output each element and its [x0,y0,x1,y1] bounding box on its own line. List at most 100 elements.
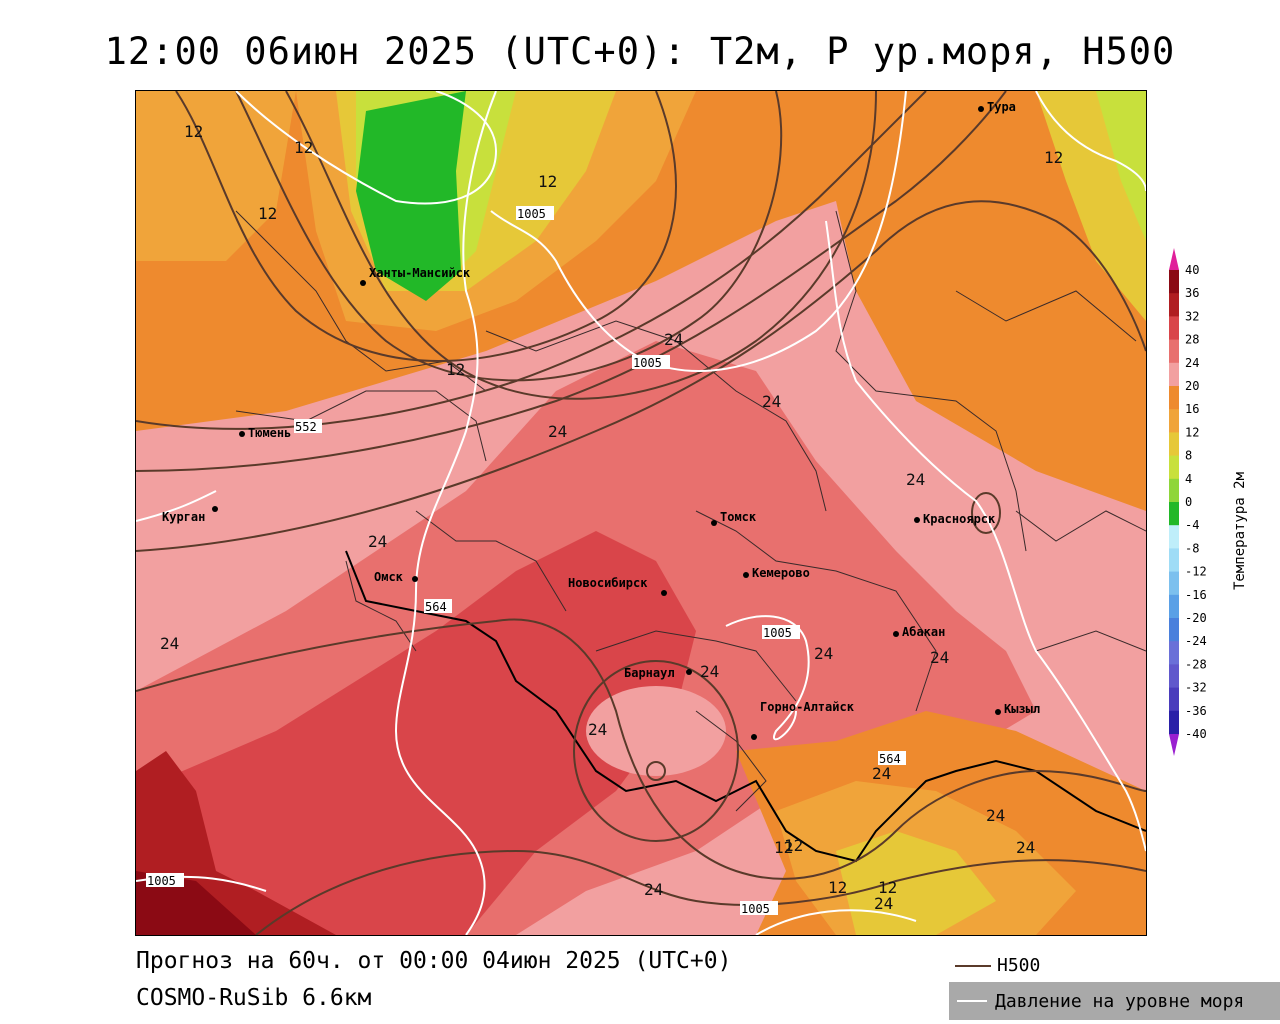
h500-label: 564 [425,600,447,614]
colorbar-tick-label: 32 [1185,309,1199,323]
isobars [136,91,1146,935]
legend-h500-label: H500 [997,955,1041,976]
city-dot [743,572,749,578]
temperature-label: 12 [258,204,277,223]
temperature-label: 24 [644,880,663,899]
colorbar-segment [1169,478,1179,503]
isobar-label: 1005 [763,626,792,640]
temperature-label: 24 [906,470,925,489]
city-label: Томск [720,510,757,524]
temperature-label: 12 [784,836,803,855]
city-dot [686,669,692,675]
temperature-label: 24 [1016,838,1035,857]
forecast-info: Прогноз на 60ч. от 00:00 04июн 2025 (UTC… [136,948,732,974]
city-dot [751,734,757,740]
temperature-labels: 12 12 12 12 12 12 12 24 24 24 24 24 24 2… [160,122,1063,913]
city-label: Тюмень [248,426,291,440]
city-label: Тура [987,100,1016,114]
model-info: COSMO-RuSib 6.6км [136,985,372,1011]
colorbar-tick-label: 4 [1185,472,1192,486]
city-label: Ханты-Мансийск [369,266,471,280]
temperature-label: 24 [700,662,719,681]
h500-line-swatch [955,964,991,967]
temperature-label: 24 [872,764,891,783]
city-label: Курган [162,510,205,524]
colorbar-segment [1169,687,1179,712]
colorbar-segment [1169,270,1179,294]
colorbar-tick-label: -16 [1185,588,1207,602]
forecast-map: 12 12 12 12 12 12 12 24 24 24 24 24 24 2… [135,90,1147,936]
city-label: Барнаул [624,666,675,680]
country-border [345,550,1146,863]
temperature-label: 24 [368,532,387,551]
colorbar-tick-label: 28 [1185,333,1199,347]
colorbar-top-arrow [1169,248,1179,270]
isobar-labels: 1005 1005 1005 1005 1005 [146,206,800,916]
colorbar-tick-label: -28 [1185,657,1207,671]
colorbar-tick-label: -32 [1185,681,1207,695]
colorbar-segment [1169,548,1179,573]
colorbar-segment [1169,455,1179,480]
colorbar-tick-label: 0 [1185,495,1192,509]
city-label: Омск [374,570,404,584]
city-label: Абакан [902,625,945,639]
city-label: Новосибирск [568,576,648,590]
colorbar-tick-label: -20 [1185,611,1207,625]
city-dot [978,106,984,112]
colorbar-segment [1169,502,1179,526]
h500-labels: 552 564 564 [294,419,906,766]
colorbar-segment [1169,594,1179,619]
isobar-label: 1005 [517,207,546,221]
colorbar-segment [1169,641,1179,665]
city-dot [995,709,1001,715]
colorbar-tick-label: -4 [1185,518,1199,532]
temperature-label: 24 [548,422,567,441]
isobar-label: 1005 [147,874,176,888]
colorbar-segment [1169,618,1179,642]
city-label: Горно-Алтайск [760,700,855,714]
temperature-label: 12 [828,878,847,897]
colorbar-tick-label: 36 [1185,286,1199,300]
colorbar-tick-label: -36 [1185,704,1207,718]
colorbar-segment [1169,571,1179,596]
city-label: Кызыл [1004,702,1040,716]
legend-pressure: Давление на уровне моря [949,982,1280,1020]
temperature-label: 24 [762,392,781,411]
city-label: Красноярск [923,512,996,526]
colorbar-bottom-arrow [1169,734,1179,756]
temperature-label: 24 [814,644,833,663]
colorbar-title: Температура 2м [1232,471,1248,590]
colorbar-segment [1169,362,1179,387]
isobar-label: 1005 [741,902,770,916]
colorbar-tick-label: 12 [1185,425,1199,439]
city-dot [893,631,899,637]
admin-borders [235,210,1146,812]
colorbar-tick-label: -24 [1185,634,1207,648]
colorbar-tick-label: 8 [1185,449,1192,463]
legend-pressure-label: Давление на уровне моря [995,990,1245,1012]
colorbar-segment [1169,710,1179,735]
city-dot [212,506,218,512]
colorbar-segment [1169,409,1179,433]
city-dot [412,576,418,582]
colorbar-segment [1169,664,1179,689]
city-dot [239,431,245,437]
colorbar-segment [1169,386,1179,410]
city-dot [360,280,366,286]
temperature-label: 12 [538,172,557,191]
pressure-line-swatch [957,1000,987,1002]
temperature-colorbar: 40 36 32 28 24 20 16 12 8 4 0 -4 -8 -12 -16 -20 -24 -28 -3… [1165,248,1280,788]
isobar-label: 1005 [633,356,662,370]
temperature-label: 12 [184,122,203,141]
colorbar-tick-label: 24 [1185,356,1199,370]
temperature-label: 12 [774,838,793,857]
temperature-zone-khanty-cold [356,91,466,301]
temperature-label: 12 [294,138,313,157]
temperature-label: 24 [664,330,683,349]
temperature-label: 12 [446,360,465,379]
h500-label: 564 [879,752,901,766]
colorbar-tick-label: -40 [1185,727,1207,741]
city-label: Кемерово [752,566,810,580]
cities: Тура Ханты-Мансийск Тюмень Курган Омск Т… [162,100,1040,740]
colorbar-segment [1169,293,1179,317]
